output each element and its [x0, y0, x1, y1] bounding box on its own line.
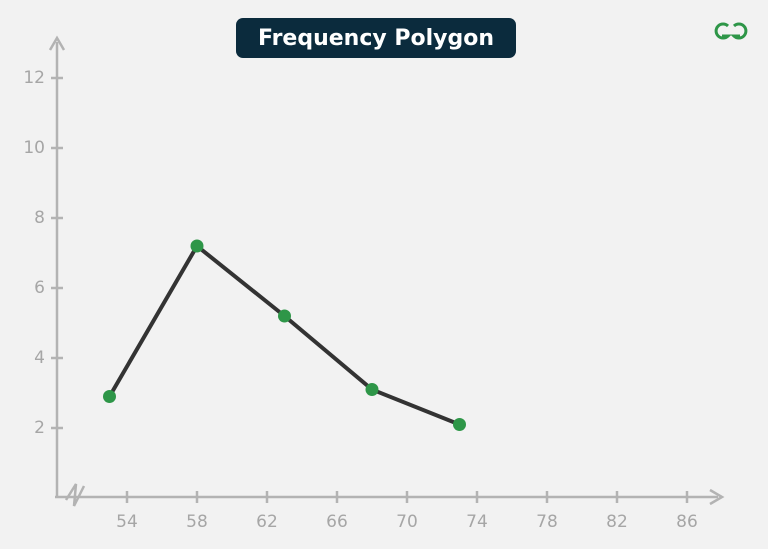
y-tick-label: 8	[34, 208, 45, 228]
data-point	[453, 418, 466, 431]
x-tick-label: 70	[396, 512, 418, 532]
x-tick-label: 82	[606, 512, 628, 532]
logo-left	[714, 22, 732, 40]
chart-title: Frequency Polygon	[258, 26, 494, 51]
axis-break	[64, 483, 86, 507]
x-tick-label: 78	[536, 512, 558, 532]
logo-right	[730, 22, 748, 40]
y-tick-label: 2	[34, 418, 45, 438]
data-point	[103, 390, 116, 403]
x-tick-label: 58	[186, 512, 208, 532]
title-box	[236, 18, 516, 58]
x-tick-label: 54	[116, 512, 138, 532]
y-tick-label: 10	[23, 138, 45, 158]
y-axis-arrow	[48, 35, 66, 51]
y-tick-label: 6	[34, 278, 45, 298]
data-point	[278, 309, 291, 323]
x-tick-label: 86	[676, 512, 698, 532]
x-axis-arrow	[709, 488, 725, 506]
x-tick-label: 66	[326, 512, 348, 532]
logo	[714, 22, 748, 40]
y-tick-label: 12	[23, 68, 45, 88]
data-point	[365, 383, 379, 396]
data-point	[190, 239, 204, 253]
x-tick-label: 74	[466, 512, 488, 532]
x-tick-label: 62	[256, 512, 278, 532]
y-tick-label: 4	[34, 348, 45, 368]
axes	[48, 35, 725, 507]
